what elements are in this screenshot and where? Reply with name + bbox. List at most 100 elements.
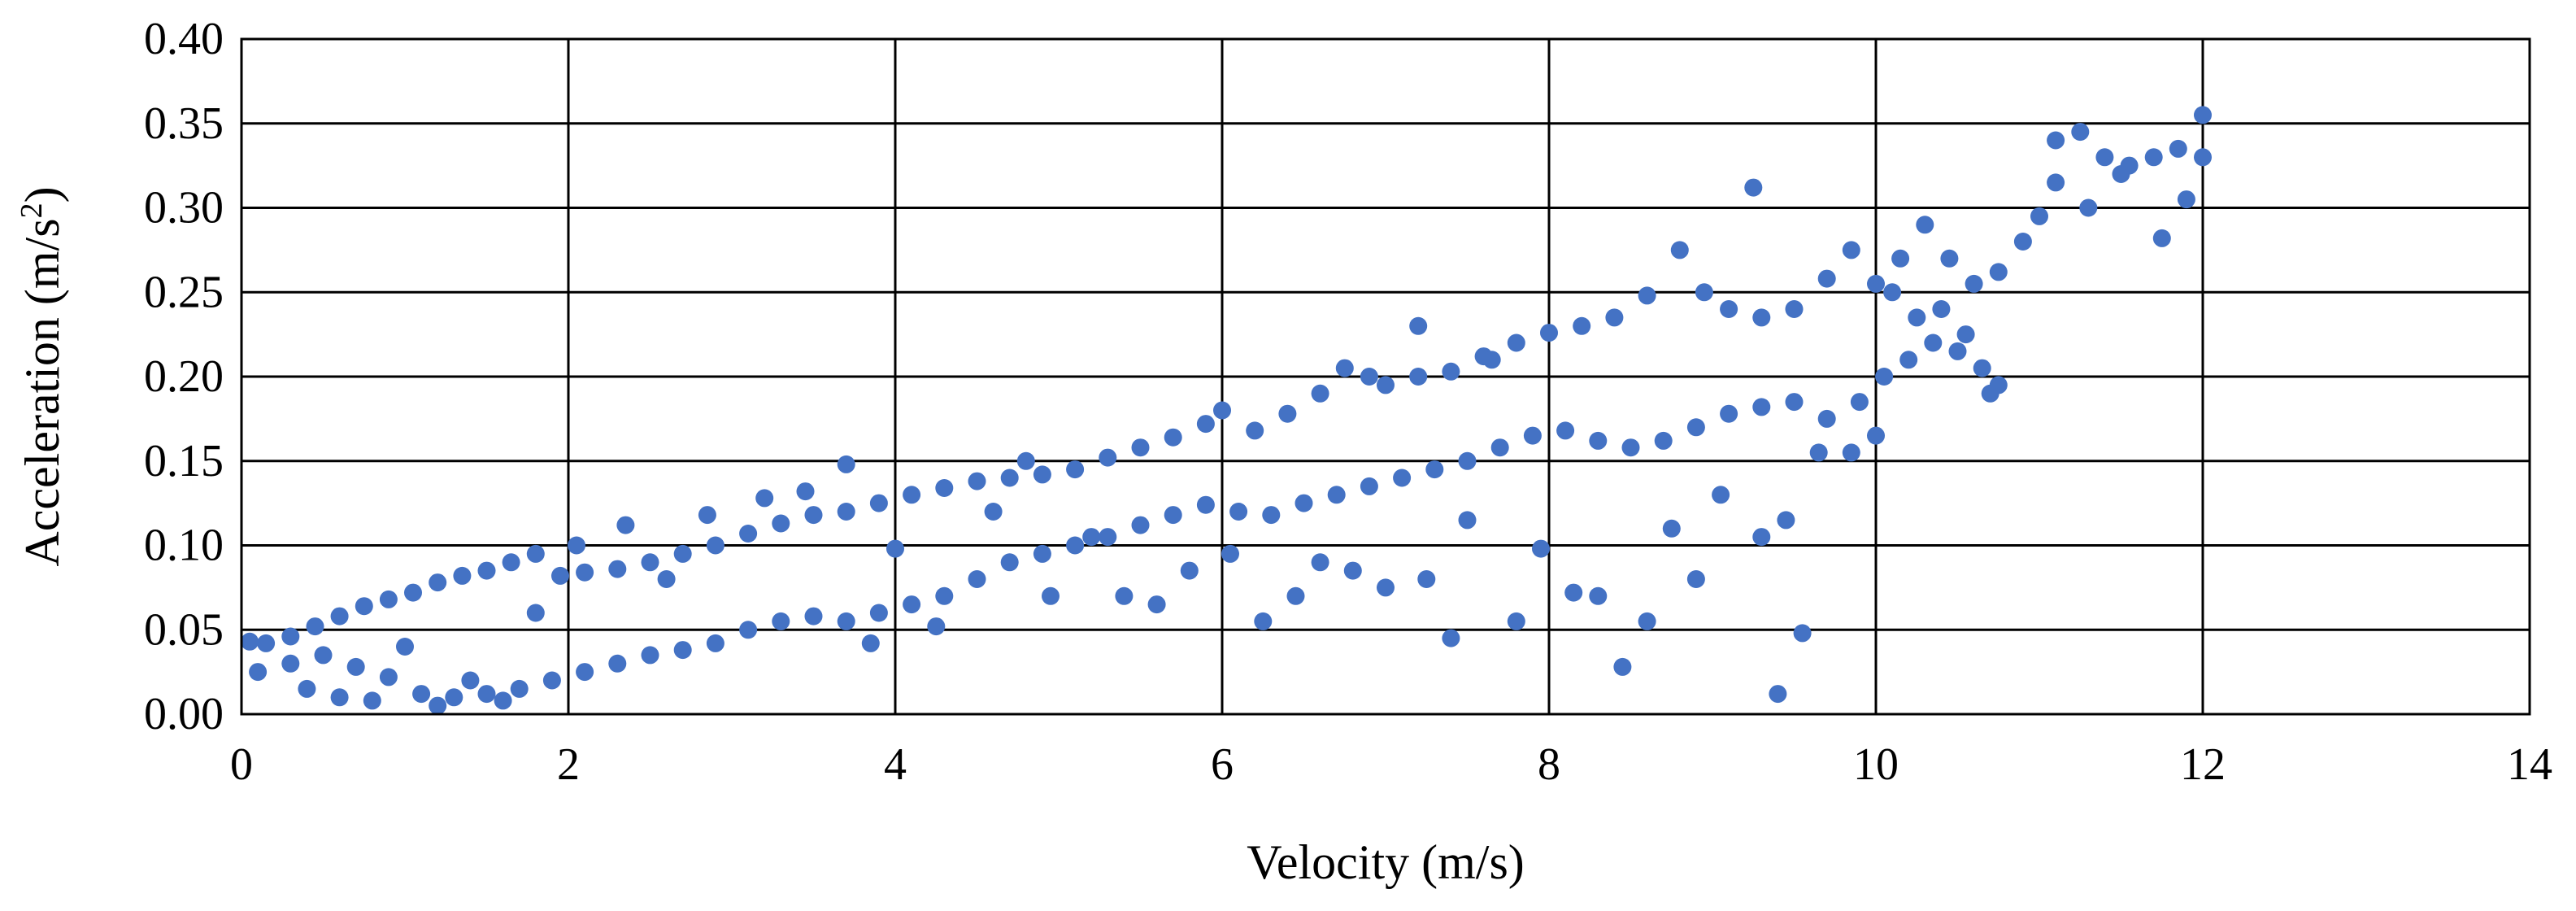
x-tick-label: 2 [557, 739, 580, 790]
data-point [935, 586, 954, 605]
data-point [657, 570, 676, 588]
data-point [1033, 465, 1051, 484]
data-point [1016, 451, 1035, 470]
data-point [298, 679, 316, 698]
y-tick-label: 0.10 [144, 521, 224, 571]
x-tick-label: 14 [2507, 739, 2552, 790]
data-point [755, 489, 774, 508]
data-point [772, 612, 790, 630]
data-point [673, 544, 692, 563]
x-axis-title: Velocity (m/s) [1247, 835, 1525, 889]
data-point [837, 455, 855, 473]
data-point [404, 583, 422, 602]
y-tick-label: 0.35 [144, 98, 224, 149]
data-point [1973, 359, 1991, 377]
data-point [1377, 578, 1395, 597]
data-point [2013, 233, 2032, 251]
data-point [903, 486, 921, 504]
data-point [1417, 570, 1436, 588]
data-point [1458, 451, 1477, 470]
data-point [1589, 586, 1608, 605]
data-point [494, 691, 512, 710]
data-point [698, 506, 716, 525]
data-point [641, 646, 659, 665]
x-tick-labels: 0 2 4 6 8 10 12 14 [230, 739, 2552, 790]
data-point [2030, 207, 2048, 225]
data-point [1924, 333, 1943, 352]
data-point [1573, 316, 1591, 335]
y-axis-title-superscript: 2 [15, 203, 49, 218]
data-point [429, 573, 447, 592]
data-point [1507, 333, 1525, 352]
data-point [2047, 173, 2065, 192]
y-tick-label: 0.25 [144, 267, 224, 317]
data-point [1752, 308, 1771, 327]
data-point [1311, 553, 1329, 572]
data-point [1254, 612, 1273, 630]
x-tick-label: 0 [230, 739, 253, 790]
data-point [576, 663, 594, 682]
data-point [330, 688, 349, 707]
data-point [968, 570, 986, 588]
data-point [927, 617, 946, 636]
data-point [1752, 528, 1771, 547]
data-point [1000, 469, 1019, 487]
data-point [1556, 421, 1575, 440]
data-point [1196, 495, 1215, 514]
data-point [1981, 384, 1999, 403]
data-point [396, 638, 414, 656]
data-point [1532, 539, 1550, 558]
data-point [1335, 359, 1354, 377]
x-tick-label: 8 [1538, 739, 1560, 790]
data-point [1850, 393, 1869, 412]
data-point [1686, 570, 1705, 588]
data-point [2071, 123, 2090, 142]
data-point [804, 506, 823, 525]
data-point [1000, 553, 1019, 572]
data-point [837, 503, 855, 521]
data-points [241, 106, 2212, 715]
data-point [2112, 165, 2130, 183]
data-point [1817, 269, 1836, 288]
data-point [869, 604, 888, 622]
data-point [1131, 438, 1150, 457]
data-point [1115, 586, 1134, 605]
data-point [1752, 398, 1771, 416]
data-point [1442, 362, 1460, 381]
x-tick-label: 6 [1211, 739, 1234, 790]
data-point [1989, 263, 2008, 281]
y-tick-labels: 0.00 0.05 0.10 0.15 0.20 0.25 0.30 0.35 0.40 [144, 14, 224, 739]
data-point [1286, 586, 1305, 605]
y-axis-title-main: Acceleration (m/s [15, 218, 69, 566]
data-point [363, 691, 381, 710]
data-point [1033, 544, 1051, 563]
data-point [306, 617, 324, 636]
data-point [1442, 629, 1460, 647]
data-point [1523, 426, 1542, 445]
data-point [1777, 511, 1795, 530]
data-point [542, 671, 561, 690]
data-point [445, 688, 463, 707]
data-point [502, 553, 520, 572]
data-point [1883, 283, 1902, 302]
data-point [1327, 486, 1346, 504]
data-point [2047, 131, 2065, 150]
data-point [1278, 404, 1297, 423]
data-point [1490, 438, 1509, 457]
data-point [1712, 486, 1730, 504]
data-point [1409, 368, 1428, 386]
data-point [1360, 477, 1378, 495]
data-point [1965, 274, 1983, 293]
data-point [1605, 308, 1624, 327]
data-point [1932, 300, 1951, 318]
y-tick-label: 0.05 [144, 604, 224, 655]
data-point [1695, 283, 1713, 302]
data-point [1638, 286, 1656, 305]
y-axis-title: Acceleration (m/s2) [15, 186, 69, 566]
data-point [1908, 308, 1926, 327]
data-point [1793, 624, 1812, 643]
data-point [1082, 528, 1101, 547]
data-point [1393, 469, 1412, 487]
